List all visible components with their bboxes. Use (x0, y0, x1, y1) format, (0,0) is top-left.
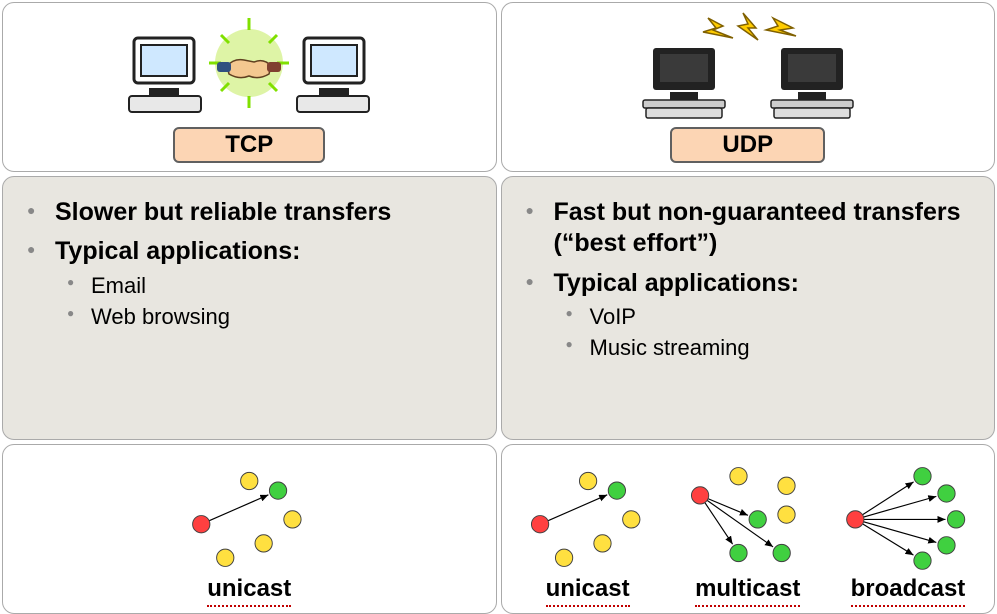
udp-label: UDP (670, 127, 825, 163)
computer-left-icon (129, 38, 201, 112)
udp-broadcast-block: broadcast (828, 457, 988, 607)
udp-sub-1: VoIP (554, 303, 975, 331)
udp-bullet-2-text: Typical applications: (554, 269, 799, 297)
tcp-sub-list: Email Web browsing (55, 272, 476, 331)
tcp-bullet-2: Typical applications: Email Web browsing (23, 236, 476, 330)
udp-broadcast-diagram (828, 457, 988, 577)
udp-cast-panel: unicast multicast broadcast (501, 444, 996, 614)
tcp-unicast-block: unicast (9, 457, 490, 607)
udp-unicast-diagram (508, 457, 668, 577)
tcp-sub-1: Email (55, 272, 476, 300)
tcp-cast-panel: unicast (2, 444, 497, 614)
tcp-bullet-2-text: Typical applications: (55, 237, 300, 265)
tcp-text-panel: Slower but reliable transfers Typical ap… (2, 176, 497, 440)
udp-multicast-diagram (668, 457, 828, 577)
udp-broadcast-label: broadcast (851, 575, 966, 607)
tcp-handshake-illustration (3, 3, 496, 127)
udp-multicast-label: multicast (695, 575, 800, 607)
tcp-bullet-list: Slower but reliable transfers Typical ap… (23, 197, 476, 331)
tcp-bullet-1: Slower but reliable transfers (23, 197, 476, 228)
udp-header-panel: UDP (501, 2, 996, 172)
udp-bullet-2: Typical applications: VoIP Music streami… (522, 268, 975, 362)
udp-multicast-block: multicast (668, 457, 828, 607)
tcp-unicast-label: unicast (207, 575, 291, 607)
udp-sub-2: Music streaming (554, 334, 975, 362)
udp-unicast-block: unicast (508, 457, 668, 607)
udp-bullet-1: Fast but non-guaranteed transfers (“best… (522, 197, 975, 260)
udp-wireless-illustration (502, 3, 995, 127)
udp-bullet-list: Fast but non-guaranteed transfers (“best… (522, 197, 975, 362)
tcp-label: TCP (173, 127, 325, 163)
computer-right-dark-icon (771, 48, 853, 118)
lightning-icon (703, 13, 796, 40)
computer-left-dark-icon (643, 48, 725, 118)
udp-sub-list: VoIP Music streaming (554, 303, 975, 362)
udp-text-panel: Fast but non-guaranteed transfers (“best… (501, 176, 996, 440)
udp-unicast-label: unicast (546, 575, 630, 607)
computer-right-icon (297, 38, 369, 112)
tcp-sub-2: Web browsing (55, 303, 476, 331)
tcp-header-panel: TCP (2, 2, 497, 172)
tcp-unicast-diagram (9, 457, 490, 577)
